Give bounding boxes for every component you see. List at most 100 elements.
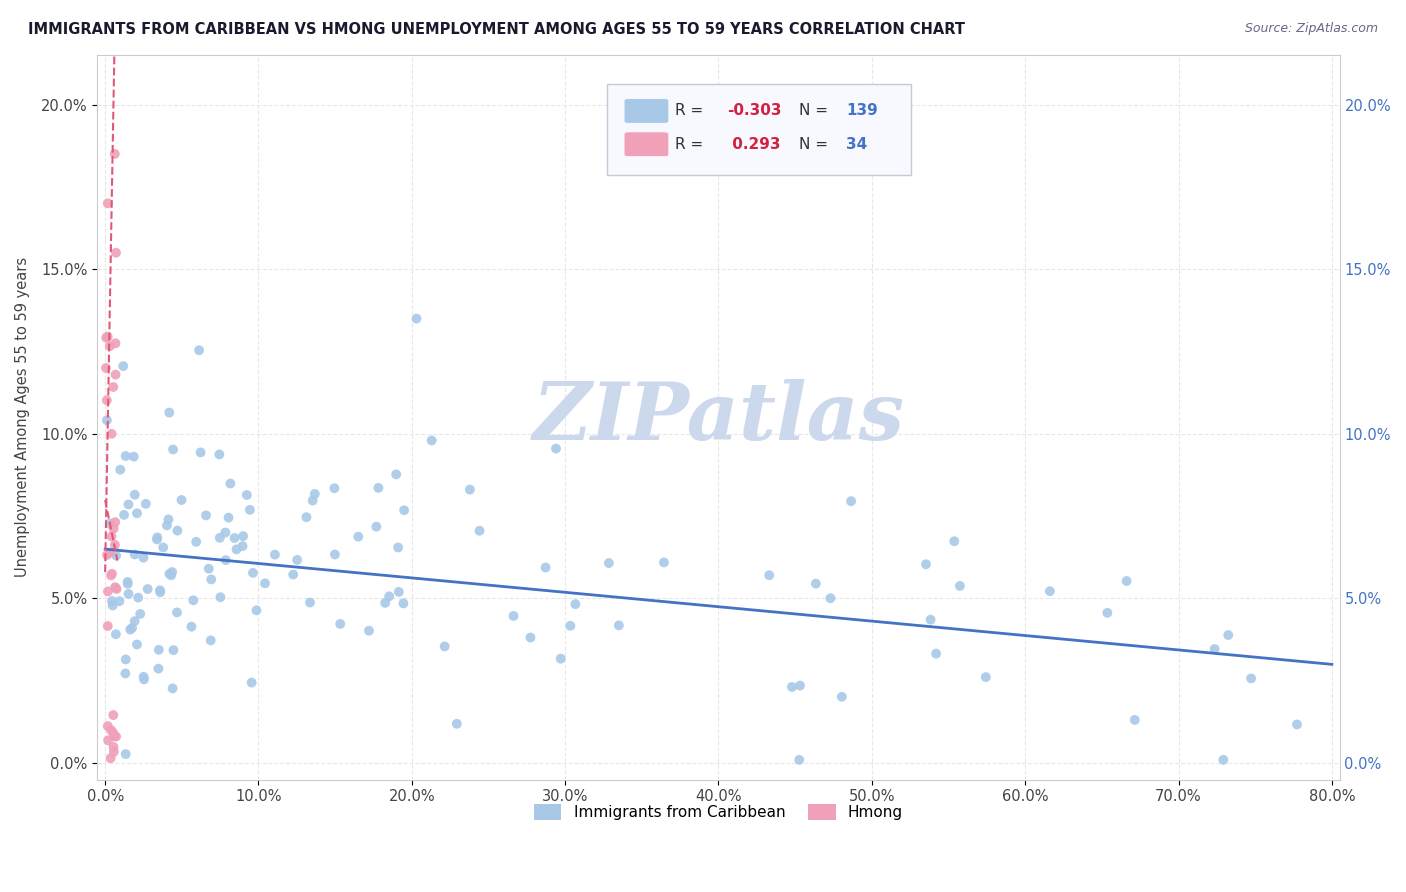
Point bbox=[219, 476, 242, 491]
Point bbox=[915, 558, 938, 572]
Text: N =: N = bbox=[799, 136, 828, 152]
Point bbox=[135, 497, 157, 511]
Point bbox=[232, 539, 254, 553]
Point bbox=[104, 580, 127, 594]
Point bbox=[323, 548, 346, 562]
Point bbox=[366, 519, 388, 533]
Point bbox=[97, 619, 120, 633]
Point bbox=[1039, 584, 1062, 599]
Text: Source: ZipAtlas.com: Source: ZipAtlas.com bbox=[1244, 22, 1378, 36]
Point bbox=[1097, 606, 1119, 620]
Point bbox=[122, 450, 145, 464]
Point bbox=[157, 512, 180, 526]
FancyBboxPatch shape bbox=[624, 132, 669, 157]
Point bbox=[101, 566, 124, 581]
Point bbox=[148, 642, 170, 657]
Point bbox=[385, 467, 408, 482]
Point bbox=[100, 529, 122, 543]
Point bbox=[104, 147, 127, 161]
Point bbox=[103, 380, 125, 394]
Point bbox=[112, 359, 135, 373]
Point bbox=[190, 445, 212, 459]
Point bbox=[1285, 717, 1308, 731]
Text: 139: 139 bbox=[846, 103, 879, 119]
Point bbox=[550, 651, 572, 665]
Point bbox=[224, 531, 246, 545]
Point bbox=[160, 568, 183, 582]
Text: -0.303: -0.303 bbox=[727, 103, 782, 119]
Text: 0.293: 0.293 bbox=[727, 136, 780, 152]
Point bbox=[468, 524, 491, 538]
Point bbox=[125, 506, 148, 520]
Point bbox=[97, 196, 120, 211]
Point bbox=[100, 426, 122, 441]
Point bbox=[787, 753, 810, 767]
Point bbox=[519, 631, 541, 645]
Point bbox=[160, 565, 183, 579]
Point bbox=[104, 515, 127, 529]
Point bbox=[104, 627, 127, 641]
Point bbox=[125, 638, 148, 652]
Point bbox=[105, 730, 128, 744]
Point bbox=[446, 716, 468, 731]
Point bbox=[197, 562, 219, 576]
Point bbox=[121, 621, 143, 635]
Point bbox=[117, 576, 139, 591]
Point bbox=[124, 548, 146, 562]
Point bbox=[208, 531, 231, 545]
Point bbox=[804, 576, 827, 591]
Point bbox=[105, 549, 128, 563]
Point bbox=[100, 723, 122, 737]
Point bbox=[1218, 628, 1240, 642]
Point bbox=[105, 582, 128, 596]
Point bbox=[388, 585, 411, 599]
Point bbox=[103, 745, 125, 759]
Point bbox=[236, 488, 259, 502]
Point bbox=[295, 510, 318, 524]
Point bbox=[105, 245, 128, 260]
Point bbox=[240, 675, 263, 690]
Point bbox=[974, 670, 997, 684]
Point bbox=[1212, 753, 1234, 767]
Point bbox=[98, 546, 121, 560]
Point bbox=[124, 614, 146, 628]
Point bbox=[304, 487, 326, 501]
Point bbox=[149, 583, 172, 598]
Point bbox=[392, 596, 415, 610]
Point bbox=[225, 542, 247, 557]
Point bbox=[374, 596, 396, 610]
Point bbox=[301, 493, 323, 508]
Point bbox=[1204, 642, 1226, 657]
Point bbox=[94, 361, 117, 376]
Point bbox=[405, 311, 427, 326]
Point bbox=[114, 666, 136, 681]
Point bbox=[152, 541, 174, 555]
Point bbox=[283, 567, 305, 582]
Point bbox=[156, 518, 179, 533]
Point bbox=[544, 442, 567, 456]
Point bbox=[149, 585, 172, 599]
Point bbox=[758, 568, 780, 582]
Point bbox=[96, 331, 118, 345]
Point bbox=[329, 616, 352, 631]
Point bbox=[117, 498, 139, 512]
Point bbox=[387, 541, 409, 555]
Point bbox=[166, 606, 188, 620]
Point bbox=[114, 652, 136, 666]
Point bbox=[378, 590, 401, 604]
Y-axis label: Unemployment Among Ages 55 to 59 years: Unemployment Among Ages 55 to 59 years bbox=[15, 257, 30, 577]
Point bbox=[97, 329, 120, 343]
Point bbox=[104, 581, 127, 595]
Point bbox=[181, 593, 204, 607]
Point bbox=[112, 508, 135, 522]
Point bbox=[820, 591, 842, 606]
Point bbox=[607, 618, 630, 632]
Point bbox=[98, 339, 121, 353]
Point bbox=[129, 607, 152, 621]
Point bbox=[180, 620, 202, 634]
Point bbox=[200, 573, 222, 587]
Point bbox=[104, 368, 127, 382]
Point bbox=[357, 624, 380, 638]
Point bbox=[162, 643, 184, 657]
Point bbox=[98, 516, 121, 531]
